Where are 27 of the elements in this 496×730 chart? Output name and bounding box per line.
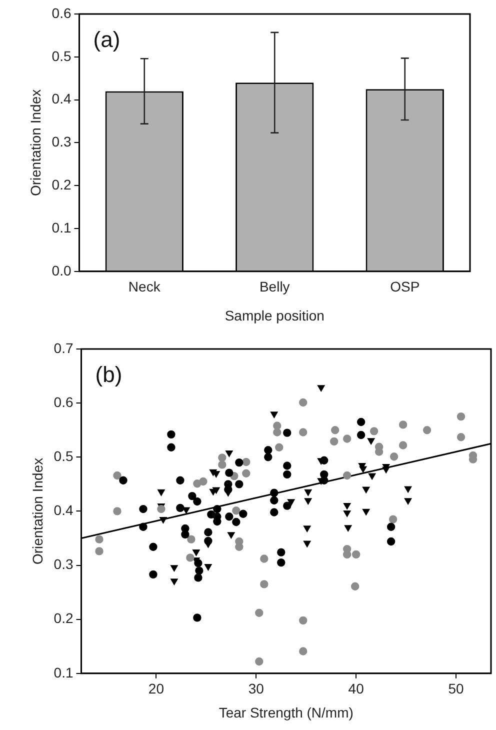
annotation: (b) [95,362,122,388]
x-tick-label: 40 [348,680,364,697]
y-tick-label: 0.1 [54,664,74,680]
y-tick-label: 0.7 [54,340,74,356]
y-axis-title: Orientation Index [27,89,44,196]
y-tick-label: 0.2 [52,176,72,192]
x-tick-label: Neck [128,278,162,295]
y-tick-label: 0.5 [54,448,74,464]
y-tick-label: 0.5 [52,48,72,64]
x-tick-label: Belly [259,278,290,295]
y-tick-label: 0.3 [52,134,72,150]
y-tick-label: 0.4 [54,502,74,518]
x-axis-title: Sample position [224,307,324,324]
x-tick-label: OSP [390,278,420,295]
y-tick-label: 0.6 [52,4,72,21]
y-tick-label: 0.3 [54,556,74,572]
y-tick-label: 0.0 [52,262,72,278]
y-axis-title: Orientation Index [29,458,46,565]
x-axis-title: Tear Strength (N/mm) [218,704,354,720]
annotation: (a) [93,27,120,52]
x-tick-label: 50 [448,680,464,697]
y-tick-label: 0.2 [54,610,74,626]
y-tick-label: 0.1 [52,219,72,236]
y-tick-label: 0.6 [54,394,74,410]
y-tick-label: 0.4 [52,90,72,107]
x-tick-label: 30 [248,680,264,697]
x-tick-label: 20 [148,680,164,697]
